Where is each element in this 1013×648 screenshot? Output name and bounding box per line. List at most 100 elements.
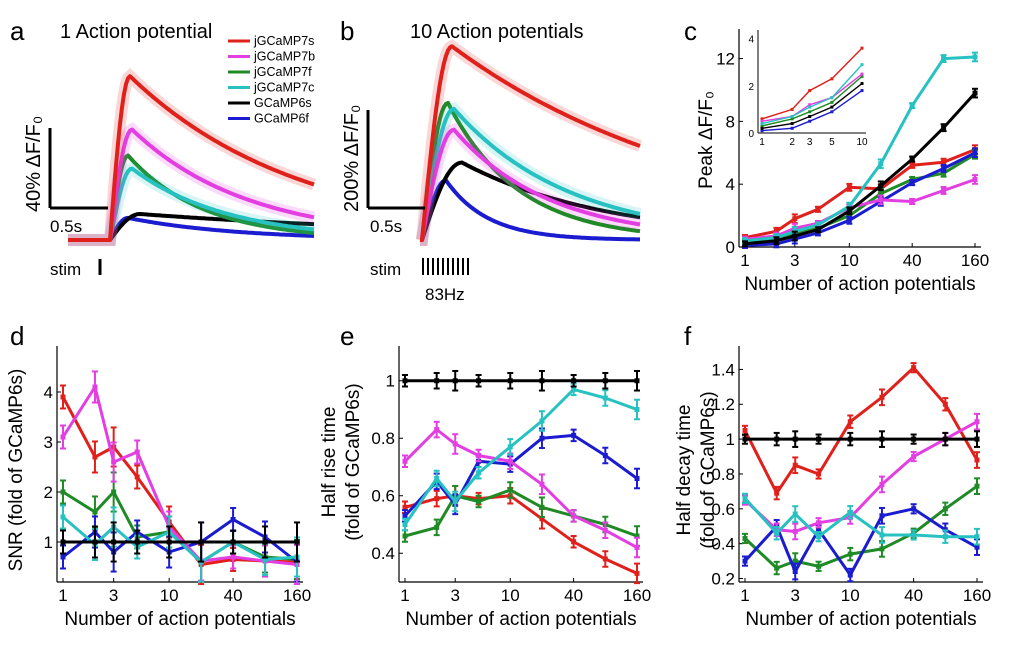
plot-f-ytick-label: 0.8	[711, 465, 735, 484]
plot-d-point	[60, 434, 66, 440]
panel-b-trace-jgcamp7c	[420, 106, 641, 242]
plot-d-point	[262, 557, 268, 562]
plot-c-xtick-label: 3	[790, 251, 799, 270]
plot-e-point	[571, 386, 577, 392]
plot-d-point	[230, 517, 236, 522]
plot-e-x-axis-label: Number of action potentials	[405, 609, 636, 630]
panel-c-inset-point	[860, 63, 864, 67]
plot-c-point	[972, 90, 978, 96]
plot-c-ytick-label: 8	[726, 112, 735, 131]
plot-e-point	[634, 476, 640, 481]
plot-d-point	[92, 509, 98, 515]
plot-e-ytick-label: 0.6	[371, 487, 395, 506]
plot-e-point	[602, 453, 608, 458]
legend-label-jgcamp7c: jGCaMP7c	[253, 81, 314, 95]
panel-c-inset-point	[790, 115, 794, 118]
plot-f-point	[774, 565, 780, 571]
plot-e-ytick-label: 1	[386, 372, 395, 391]
panel-c-inset-xtick-label: 5	[829, 137, 835, 148]
plot-c-point	[941, 170, 947, 176]
panel-b-stim-label: stim	[370, 260, 401, 279]
plot-c-point	[815, 227, 821, 233]
plot-e-point	[434, 427, 440, 433]
plot-f-point	[774, 490, 780, 496]
plot-c-point	[909, 180, 915, 186]
plot-e-ytick-label: 0.8	[371, 429, 395, 448]
panel-c-inset-point	[790, 117, 794, 121]
panel-c-inset-point	[860, 82, 864, 85]
plot-e-point	[571, 432, 577, 438]
legend-label-gcamp6f: GCaMP6f	[254, 112, 309, 126]
plot-c-point	[909, 198, 915, 204]
plot-c-point	[792, 216, 798, 222]
panel-c-inset-point	[760, 122, 764, 126]
plot-e-point	[402, 522, 408, 527]
plot-f-point	[974, 419, 980, 425]
plot-e-point	[602, 395, 608, 401]
plot-c-point	[846, 213, 852, 219]
plot-e-point	[602, 378, 608, 384]
plot-e-point	[602, 527, 608, 533]
panel-c-inset-point	[808, 119, 812, 123]
plot-c-point	[742, 241, 748, 247]
panel-a-title: 1 Action potential	[60, 21, 212, 43]
legend-label-gcamp6s: GCaMP6s	[254, 96, 312, 110]
panel-letter-a: a	[10, 16, 25, 46]
legend-label-jgcamp7s: jGCaMP7s	[253, 34, 314, 48]
plot-e-series-jgcamp7b	[402, 420, 640, 559]
plot-d-point	[60, 489, 66, 495]
panel-a-x-scalebar-label: 0.5s	[50, 217, 82, 236]
plot-e-ytick-label: 0.4	[371, 544, 395, 563]
panel-c-inset-point	[808, 89, 812, 93]
plot-d-point	[294, 539, 300, 545]
plot-e-point	[507, 378, 513, 384]
plot-f-ytick-label: 0.2	[711, 569, 735, 588]
plot-c-point	[846, 203, 852, 209]
plot-d-series-jgcamp7s	[60, 384, 300, 586]
plot-f-y-axis-label-line: Half decay time	[674, 405, 695, 536]
plot-f-series-gcamp6s	[742, 430, 980, 448]
plot-d-xtick-label: 160	[283, 586, 311, 605]
plot-d-point	[60, 539, 66, 545]
plot-f-point	[847, 551, 853, 557]
panel-c-inset-xtick-label: 2	[789, 137, 795, 148]
plot-f-ytick-label: 1.2	[711, 395, 735, 414]
plot-f-point	[816, 520, 822, 526]
panel-c-inset-point	[860, 72, 864, 76]
plot-d-point	[230, 554, 236, 560]
panel-b-y-scalebar-label: 200% ΔF/F₀	[341, 105, 363, 212]
plot-c-point	[941, 159, 947, 165]
panel-letter-e: e	[340, 321, 354, 351]
plot-e-point	[434, 378, 440, 384]
plot-e-xtick-label: 1	[400, 586, 409, 605]
plot-f-point	[792, 569, 798, 575]
panel-e-plot: 1 3 10 40 160 0.4 0.6 0.8 1 Number of action pote…	[319, 346, 651, 630]
plot-c-point	[846, 208, 852, 214]
plot-f-point	[974, 544, 980, 550]
plot-f-point	[816, 471, 822, 477]
plot-e-point	[476, 378, 482, 384]
panel-c-inset-point	[760, 124, 764, 128]
plot-f-point	[879, 436, 885, 442]
plot-c-point	[773, 238, 779, 244]
plot-f-point	[879, 394, 885, 400]
plot-f-line-jgcamp7s	[743, 366, 979, 495]
plot-f-point	[911, 365, 917, 371]
plot-e-point	[452, 441, 458, 447]
plot-c-point	[773, 228, 779, 234]
plot-d-ytick-label: 1	[44, 533, 53, 552]
plot-f-y-axis-label: Half decay time (fold of GCaMP6s)	[674, 391, 719, 548]
plot-e-point	[539, 435, 545, 441]
plot-e-point	[402, 513, 408, 519]
panel-c-inset-point	[860, 89, 864, 93]
plot-f-point	[742, 427, 748, 433]
panel-c-inset-point	[760, 119, 764, 123]
panel-c-inset-ytick-label: 2	[748, 82, 754, 93]
plot-f-point	[974, 457, 980, 463]
plot-f-x-axis-label: Number of action potentials	[745, 609, 976, 630]
plot-f-point	[816, 527, 822, 533]
plot-f-point	[742, 495, 748, 501]
plot-f-point	[792, 511, 798, 517]
plot-f-point	[742, 558, 748, 564]
